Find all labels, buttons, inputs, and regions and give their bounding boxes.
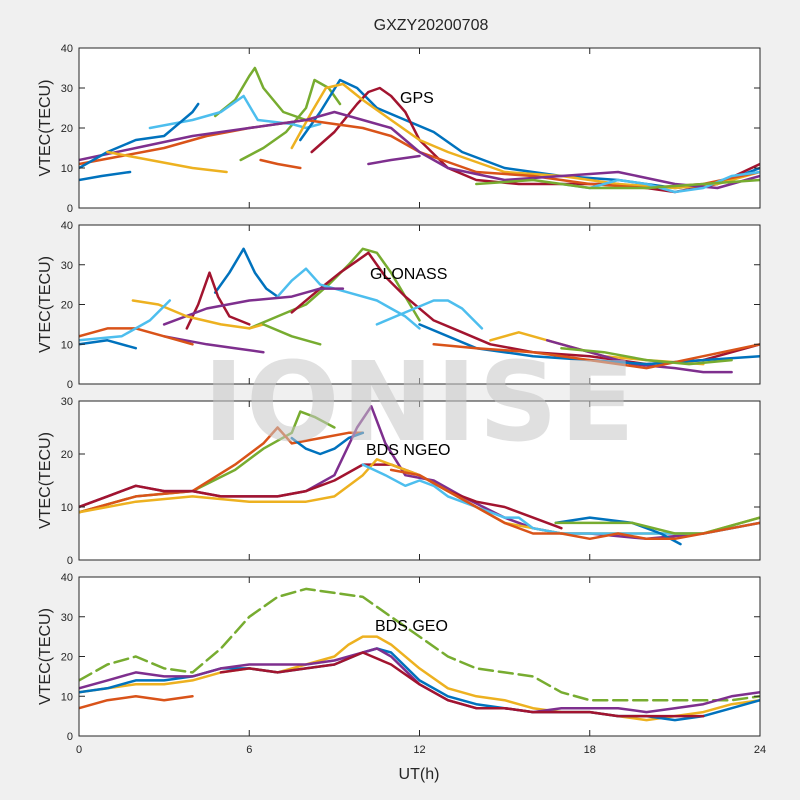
series-line-4 (79, 647, 760, 714)
y-axis-label: VTEC(TECU) (37, 256, 54, 353)
series-line-7 (79, 118, 760, 190)
panel-1: 0 10 20 30 40 VTEC(TECU) GPS (37, 43, 761, 215)
y-tick-label: 30 (61, 83, 73, 95)
series-line-2 (79, 426, 365, 514)
y-tick-label: 30 (61, 396, 73, 408)
series-line-7 (361, 463, 760, 535)
series-line-3 (290, 431, 365, 456)
watermark: IONISE (203, 338, 637, 466)
series-line-10 (389, 468, 760, 541)
series-line-2 (185, 271, 251, 330)
plot-area (79, 48, 760, 208)
x-axis-label: UT(h) (399, 766, 440, 783)
series-line-1 (79, 587, 760, 702)
series-line-13 (262, 323, 322, 346)
panel-4: 0 10 20 30 40 0 6 12 18 24 VTEC(TECU) BDS GEO (37, 572, 766, 756)
y-tick-label: 10 (61, 339, 73, 351)
plot-area (79, 577, 760, 736)
series-line-15 (475, 178, 760, 190)
y-axis-label: VTEC(TECU) (37, 608, 54, 705)
y-tick-label: 30 (61, 612, 73, 624)
series-line-9 (79, 102, 200, 170)
series-line-18 (560, 346, 733, 366)
x-tick-label: 12 (413, 744, 425, 756)
y-tick-label: 0 (67, 203, 73, 215)
series-group (79, 247, 760, 374)
series-group (79, 405, 760, 546)
y-tick-label: 30 (61, 260, 73, 272)
y-tick-label: 10 (61, 163, 73, 175)
y-tick-label: 40 (61, 220, 73, 232)
y-tick-label: 0 (67, 555, 73, 567)
series-line-4 (290, 251, 760, 366)
series-line-5 (79, 463, 563, 530)
y-axis-label: VTEC(TECU) (37, 432, 54, 529)
series-group (79, 66, 760, 194)
series-line-17 (432, 343, 760, 370)
series-line-6 (375, 299, 484, 330)
y-tick-label: 40 (61, 572, 73, 584)
y-tick-label: 0 (67, 731, 73, 743)
series-line-13 (367, 154, 421, 166)
y-tick-label: 10 (61, 502, 73, 514)
y-tick-label: 20 (61, 300, 73, 312)
series-line-1 (213, 247, 279, 298)
series-line-12 (79, 339, 138, 350)
x-tick-label: 18 (584, 744, 596, 756)
panel-3: 0 10 20 30 VTEC(TECU) BDS NGEO (37, 396, 761, 567)
series-line-6 (79, 695, 194, 710)
y-tick-label: 20 (61, 449, 73, 461)
figure-title: GXZY20200708 (374, 17, 489, 34)
y-tick-label: 20 (61, 123, 73, 135)
series-line-8 (162, 335, 265, 354)
panel-label: GPS (400, 90, 434, 107)
plot-area (79, 225, 760, 384)
series-group (79, 587, 760, 722)
y-axis-label: VTEC(TECU) (37, 80, 54, 177)
y-tick-label: 10 (61, 691, 73, 703)
panel-label: BDS GEO (375, 618, 448, 635)
series-line-2 (79, 635, 760, 722)
panel-label: BDS NGEO (366, 442, 450, 459)
series-line-11 (259, 158, 302, 170)
series-line-11 (79, 299, 172, 342)
series-line-9 (131, 299, 265, 330)
series-line-1 (213, 66, 308, 122)
series-line-5 (219, 651, 705, 718)
y-tick-label: 20 (61, 652, 73, 664)
panel-label: GLONASS (370, 266, 447, 283)
y-tick-label: 0 (67, 379, 73, 391)
x-tick-label: 6 (246, 744, 252, 756)
series-line-8 (79, 110, 760, 190)
series-line-7 (162, 287, 345, 326)
x-tick-label: 0 (76, 744, 82, 756)
x-tick-label: 24 (754, 744, 766, 756)
panel-2: 0 10 20 30 40 VTEC(TECU) GLONASS (37, 220, 761, 391)
series-line-12 (106, 150, 228, 174)
subplot-panels: 0 10 20 30 40 VTEC(TECU) GPS 0 10 20 30 40 VTEC(TECU… (37, 43, 766, 756)
series-line-3 (248, 247, 421, 330)
series-line-10 (79, 170, 132, 182)
y-tick-label: 40 (61, 43, 73, 55)
